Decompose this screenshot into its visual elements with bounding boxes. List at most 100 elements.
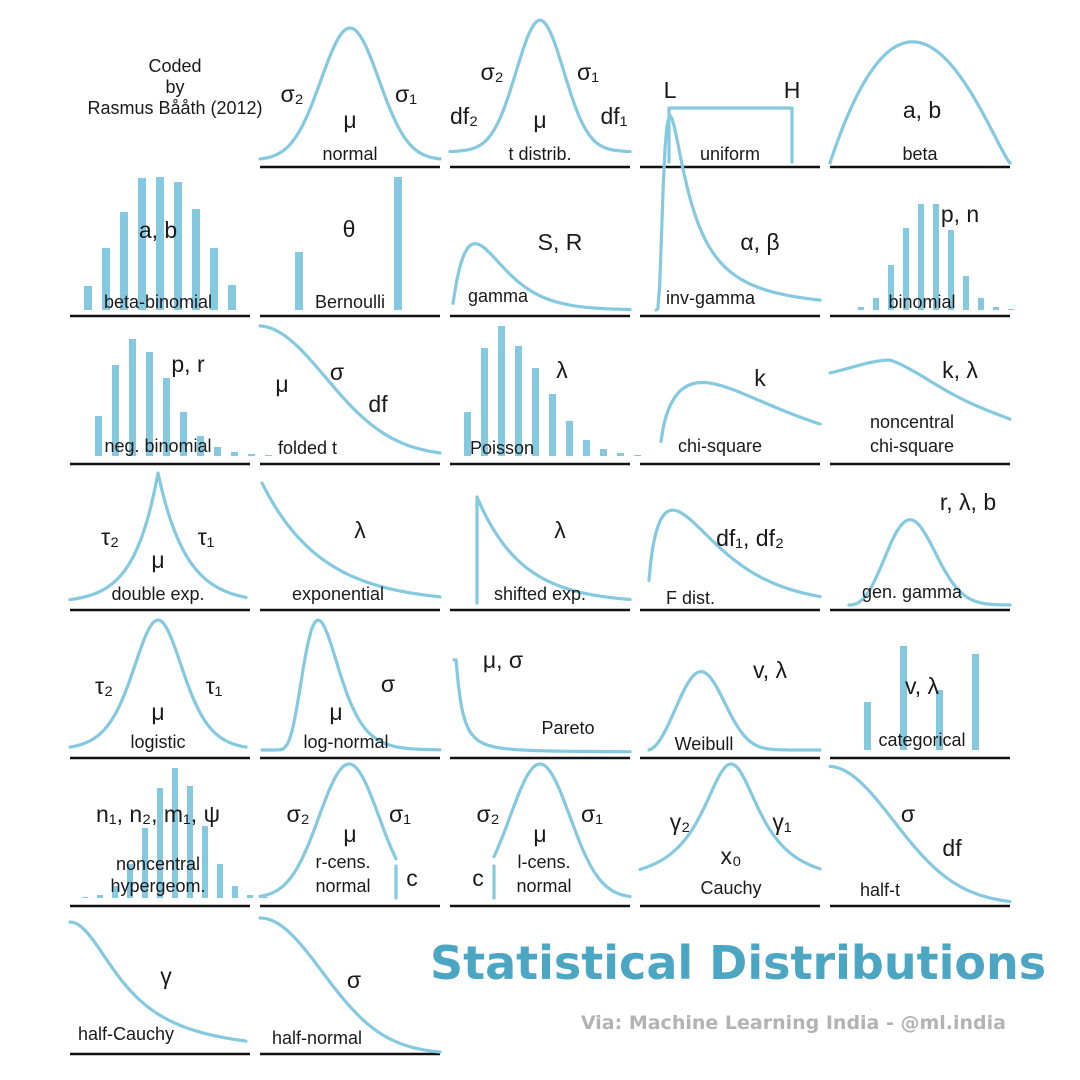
pareto-curve bbox=[452, 658, 632, 754]
invgamma-name: inv-gamma bbox=[666, 288, 756, 308]
negbinomial-bar bbox=[180, 412, 187, 456]
normal-param: σ₁ bbox=[395, 81, 417, 107]
categorical-bar bbox=[972, 654, 979, 750]
chisquare-curve bbox=[659, 380, 822, 444]
nchypergeom-bar bbox=[157, 788, 163, 898]
cauchy-param: γ₂ bbox=[670, 809, 690, 835]
gengamma-curve bbox=[847, 518, 1012, 607]
negbinomial-bar bbox=[265, 455, 272, 456]
nchypergeom-bar bbox=[232, 886, 238, 898]
categorical-bar bbox=[936, 690, 943, 750]
betabinomial-bar bbox=[120, 212, 128, 310]
categorical-bar bbox=[864, 702, 871, 750]
nchypergeom-name: noncentral bbox=[116, 854, 200, 874]
weibull-param: v, λ bbox=[753, 657, 788, 683]
binomial-bar bbox=[1008, 309, 1014, 310]
lcensnormal-param: c bbox=[472, 865, 484, 891]
gamma-name: gamma bbox=[468, 286, 529, 306]
gengamma-param: r, λ, b bbox=[940, 489, 996, 515]
normal-param: μ bbox=[343, 107, 356, 133]
binomial-bar bbox=[858, 307, 864, 310]
logistic-param: μ bbox=[151, 699, 164, 725]
fdist-name: F dist. bbox=[666, 588, 715, 608]
logistic-name: logistic bbox=[130, 732, 185, 752]
halfnormal-name: half-normal bbox=[272, 1028, 362, 1048]
betabinomial-bar bbox=[174, 182, 182, 310]
lognormal-curve bbox=[260, 618, 442, 752]
binomial-bar bbox=[978, 298, 984, 310]
invgamma-param: α, β bbox=[740, 229, 779, 255]
shiftedexp-param: λ bbox=[554, 517, 566, 543]
halfcauchy-param: γ bbox=[160, 963, 172, 989]
gengamma-name: gen. gamma bbox=[862, 582, 963, 602]
halfnormal-curve bbox=[258, 916, 442, 1054]
source-credit: Via: Machine Learning India - @ml.india bbox=[580, 1012, 1006, 1034]
poisson-bar bbox=[549, 394, 556, 456]
doubleexp-param: τ₂ bbox=[101, 524, 119, 550]
negbinomial-bar bbox=[248, 454, 255, 456]
betabinomial-bar bbox=[192, 209, 200, 310]
lognormal-name: log-normal bbox=[303, 732, 388, 752]
nchypergeom-bar bbox=[112, 886, 118, 898]
poisson-bar bbox=[634, 455, 641, 456]
foldedt-curve bbox=[258, 324, 442, 455]
exponential-name: exponential bbox=[292, 584, 384, 604]
exponential-param: λ bbox=[354, 517, 366, 543]
pareto-param: μ, σ bbox=[483, 647, 523, 673]
halft-param: σ bbox=[901, 801, 915, 827]
negbinomial-bar bbox=[112, 365, 119, 456]
negbinomial-bar bbox=[197, 436, 204, 456]
nchypergeom-bar bbox=[142, 828, 148, 898]
nchypergeom-bar bbox=[202, 826, 208, 898]
distribution-shapes bbox=[68, 18, 1014, 1054]
fdist-param: df₁, df₂ bbox=[716, 525, 784, 551]
baselines bbox=[70, 165, 1010, 1056]
t-name: t distrib. bbox=[508, 144, 571, 164]
nchypergeom-bar bbox=[217, 864, 223, 898]
ncchisq-name-2: chi-square bbox=[870, 436, 954, 456]
halfcauchy-curve bbox=[68, 920, 248, 1043]
doubleexp-curve bbox=[68, 471, 248, 602]
betabinomial-name: beta-binomial bbox=[104, 292, 212, 312]
beta-param: a, b bbox=[903, 97, 941, 123]
categorical-bar bbox=[900, 646, 907, 750]
negbinomial-name: neg. binomial bbox=[104, 436, 211, 456]
halfnormal-param: σ bbox=[347, 967, 361, 993]
uniform-curve bbox=[667, 106, 794, 164]
rcensnormal-param: σ₂ bbox=[286, 801, 309, 827]
logistic-param: τ₁ bbox=[206, 673, 223, 699]
lcensnormal-name: l-cens. bbox=[517, 852, 570, 872]
betabinomial-bar bbox=[228, 285, 236, 310]
negbinomial-bar bbox=[231, 452, 238, 456]
beta-curve bbox=[828, 40, 1012, 165]
doubleexp-param: τ₁ bbox=[198, 524, 215, 550]
halft-param: df bbox=[942, 835, 962, 861]
t-param: σ₁ bbox=[577, 59, 599, 85]
binomial-param: p, n bbox=[941, 201, 979, 227]
halfcauchy-name: half-Cauchy bbox=[78, 1024, 174, 1044]
normal-curve bbox=[258, 26, 442, 161]
halft-curve bbox=[828, 764, 1012, 904]
beta-name: beta bbox=[902, 144, 938, 164]
bernoulli-name: Bernoulli bbox=[315, 292, 385, 312]
logistic-param: τ₂ bbox=[95, 673, 113, 699]
nchypergeom-bar bbox=[82, 897, 88, 898]
normal-name: normal bbox=[322, 144, 377, 164]
poisson-bar bbox=[498, 326, 505, 456]
distribution-labels: σ₂ σ₁ μ normal σ₂ σ₁ df₂ μ df₁ t distrib. L Hunifor… bbox=[78, 59, 996, 1048]
lcensnormal-param: σ₁ bbox=[581, 801, 603, 827]
rcensnormal-curve bbox=[258, 762, 398, 898]
shiftedexp-curve bbox=[475, 495, 632, 605]
lcensnormal-param: μ bbox=[533, 821, 546, 847]
page-title: Statistical Distributions bbox=[430, 936, 1047, 990]
t-param: μ bbox=[533, 107, 546, 133]
shiftedexp-name: shifted exp. bbox=[494, 584, 586, 604]
halft-name: half-t bbox=[860, 880, 900, 900]
rcensnormal-param: c bbox=[406, 865, 418, 891]
poisson-bar bbox=[617, 453, 624, 456]
normal-param: σ₂ bbox=[280, 81, 303, 107]
fdist-curve bbox=[647, 508, 822, 599]
ncchisq-param: k, λ bbox=[942, 357, 978, 383]
betabinomial-bar bbox=[156, 177, 164, 310]
